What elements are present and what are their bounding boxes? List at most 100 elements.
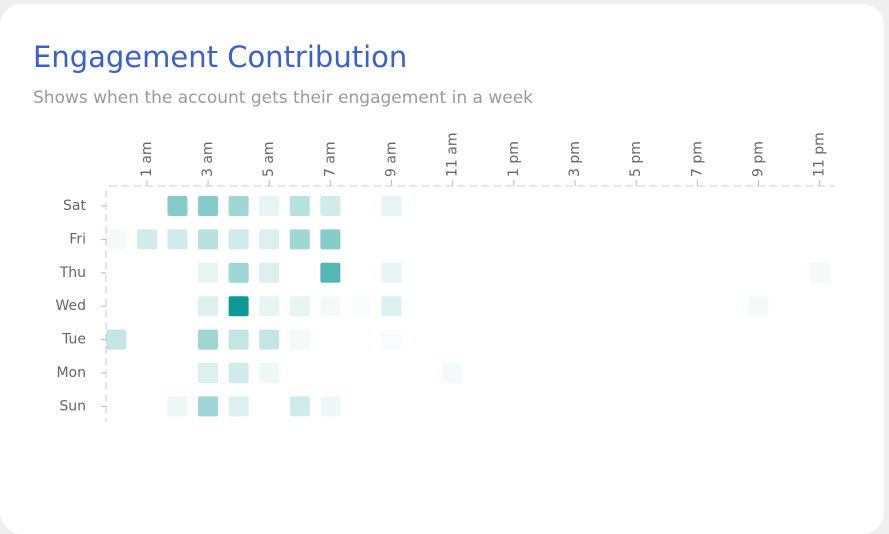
heat-cell — [198, 329, 219, 350]
heat-cell — [320, 363, 340, 383]
heat-cell — [626, 396, 646, 416]
heat-cell — [289, 296, 310, 317]
heat-cell — [749, 330, 769, 350]
y-tick-label: Fri — [69, 231, 86, 247]
heat-cell — [473, 263, 493, 283]
heat-cell — [443, 396, 463, 416]
heat-cell — [810, 363, 830, 383]
chart-subtitle: Shows when the account gets their engage… — [33, 88, 534, 108]
heat-cell — [167, 263, 187, 283]
heat-cell — [626, 363, 646, 383]
heat-cell — [718, 229, 738, 249]
heat-cell — [167, 330, 187, 350]
heat-cell — [259, 329, 280, 350]
heat-cell — [382, 363, 402, 383]
heat-cell — [810, 196, 830, 216]
heat-cell — [443, 196, 463, 216]
heat-cell — [534, 363, 554, 383]
heat-cell — [748, 296, 769, 317]
heat-cell — [228, 196, 249, 216]
heat-cell — [198, 296, 219, 317]
heat-cell — [351, 263, 371, 283]
heat-cell — [137, 363, 157, 383]
heat-cell — [198, 196, 219, 216]
heat-cell — [443, 263, 463, 283]
heat-cell — [442, 363, 463, 383]
heat-cell — [657, 396, 677, 416]
heat-cell — [687, 196, 707, 216]
heat-cell — [596, 196, 616, 216]
heat-cell — [596, 296, 616, 316]
heat-cell — [289, 396, 310, 417]
heat-cell — [351, 229, 371, 249]
heat-cell — [779, 263, 799, 283]
heat-cell — [228, 396, 249, 417]
heat-cell — [259, 229, 280, 250]
heat-cell — [626, 296, 646, 316]
heat-cell — [382, 330, 402, 350]
heat-cell — [779, 196, 799, 216]
x-tick-label: 1 pm — [506, 141, 522, 177]
x-tick-label: 3 am — [200, 141, 216, 177]
heat-cell — [106, 196, 126, 216]
heat-cell — [596, 396, 616, 416]
heat-cell — [565, 229, 585, 249]
heat-cell — [412, 330, 432, 350]
heat-cell — [657, 363, 677, 383]
heat-cell — [320, 296, 341, 317]
heat-cell — [779, 396, 799, 416]
heat-cell — [718, 296, 738, 316]
heat-cell — [412, 296, 432, 316]
heat-cell — [381, 262, 402, 283]
heat-cell — [779, 330, 799, 350]
heat-cell — [810, 330, 830, 350]
heat-cell — [106, 229, 127, 250]
heat-cell — [106, 396, 126, 416]
heat-cell — [718, 263, 738, 283]
card — [0, 4, 884, 534]
y-tick-label: Sat — [63, 198, 86, 214]
heat-cell — [504, 263, 524, 283]
heat-cell — [412, 229, 432, 249]
heat-cell — [810, 229, 830, 249]
heat-cell — [167, 396, 188, 417]
heat-cell — [749, 396, 769, 416]
heat-cell — [106, 329, 127, 350]
heat-cell — [534, 296, 554, 316]
heat-cell — [290, 263, 310, 283]
page: {"chart_data": {"type": "heatmap", "titl… — [0, 4, 884, 534]
heat-cell — [106, 363, 126, 383]
heat-cell — [749, 363, 769, 383]
heat-cell — [504, 363, 524, 383]
heat-cell — [167, 363, 187, 383]
heat-cell — [657, 229, 677, 249]
heat-cell — [504, 296, 524, 316]
x-tick-label: 7 am — [322, 141, 338, 177]
heat-cell — [687, 263, 707, 283]
heat-cell — [228, 363, 249, 383]
heat-cell — [290, 363, 310, 383]
heat-cell — [596, 363, 616, 383]
heat-cell — [687, 330, 707, 350]
heat-cell — [749, 229, 769, 249]
heat-cell — [136, 229, 157, 250]
heat-cell — [167, 196, 188, 216]
heat-cell — [534, 330, 554, 350]
heat-cell — [351, 196, 371, 216]
heat-cell — [657, 296, 677, 316]
heat-cell — [504, 196, 524, 216]
heat-cell — [228, 262, 249, 283]
heat-cell — [198, 262, 219, 283]
heat-cell — [687, 229, 707, 249]
heat-cell — [289, 196, 310, 216]
x-tick-label: 11 am — [445, 133, 461, 177]
heat-cell — [473, 296, 493, 316]
heat-cell — [687, 296, 707, 316]
heat-cell — [626, 330, 646, 350]
heat-cell — [779, 229, 799, 249]
x-tick-label: 5 am — [261, 141, 277, 177]
heat-cell — [106, 296, 126, 316]
heat-cell — [657, 330, 677, 350]
heat-cell — [657, 263, 677, 283]
heat-cell — [718, 396, 738, 416]
